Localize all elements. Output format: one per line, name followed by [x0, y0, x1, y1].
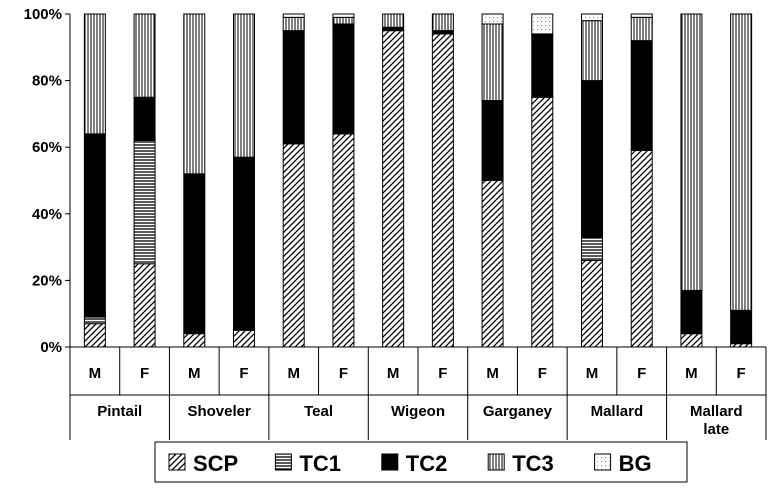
- bar-segment-scp-11: [630, 150, 653, 348]
- group-label: Teal: [304, 403, 333, 420]
- bar-segment-tc3-13: [730, 13, 753, 311]
- y-tick-label: 40%: [32, 206, 62, 223]
- group-label: Shoveler: [187, 403, 251, 420]
- x-tick-label: M: [486, 365, 499, 382]
- y-tick-label: 60%: [32, 139, 62, 156]
- x-tick-label: M: [586, 365, 599, 382]
- bar-segment-scp-8: [481, 180, 504, 348]
- bar-segment-tc2-12: [680, 289, 703, 335]
- bar-segment-tc2-1: [133, 96, 156, 142]
- bar-segment-scp-3: [233, 329, 255, 348]
- bar-segment-tc1-1: [133, 140, 156, 265]
- bar-segment-tc3-6: [382, 13, 405, 28]
- bar-segment-tc2-4: [282, 30, 305, 145]
- group-label: Garganey: [483, 403, 553, 420]
- bar-segment-scp-7: [431, 33, 454, 348]
- legend: SCP TC1 TC2 TC3 BG: [154, 441, 688, 483]
- bar-segment-tc3-10: [581, 20, 603, 82]
- legend-label-tc3: TC3: [512, 451, 554, 476]
- bar-segment-tc2-13: [730, 309, 753, 345]
- bar-segment-scp-12: [680, 333, 703, 348]
- x-tick-label: F: [239, 365, 248, 382]
- bar-segment-scp-0: [83, 323, 106, 348]
- bar-segment-tc2-5: [332, 23, 355, 135]
- bar-segment-tc2-0: [83, 133, 106, 318]
- bar-segment-tc3-4: [282, 16, 305, 32]
- bar-segment-tc1-0: [83, 316, 106, 325]
- x-tick-label: M: [188, 365, 201, 382]
- bar-segment-bg-4: [282, 13, 305, 18]
- bar-segment-scp-5: [332, 133, 355, 348]
- x-tick-label: F: [538, 365, 547, 382]
- y-tick-label: 0%: [40, 339, 62, 356]
- bar-segment-tc3-12: [680, 13, 703, 291]
- bar-segment-tc2-9: [531, 33, 554, 98]
- legend-swatch-tc3: [487, 453, 505, 471]
- y-tick-label: 100%: [24, 6, 62, 23]
- bar-segment-tc3-1: [133, 13, 156, 98]
- x-tick-label: M: [387, 365, 400, 382]
- bar-segment-scp-6: [382, 30, 405, 348]
- legend-swatch-scp: [168, 453, 186, 471]
- bar-segment-bg-10: [581, 13, 603, 22]
- x-tick-label: F: [339, 365, 348, 382]
- group-label: Wigeon: [391, 403, 445, 420]
- x-tick-label: M: [89, 365, 102, 382]
- x-tick-label: F: [438, 365, 447, 382]
- bar-segment-tc3-11: [630, 16, 653, 42]
- bar-segment-tc3-0: [83, 13, 106, 135]
- bar-segment-scp-9: [531, 96, 554, 348]
- bars-layer: [83, 13, 753, 348]
- x-tick-label: F: [140, 365, 149, 382]
- axes-layer: 0% 20% 40% 60% 80% 100% M F M F M F M F M F M F M F Pintail S…: [24, 6, 767, 440]
- bar-segment-tc3-7: [431, 13, 454, 32]
- x-tick-label: M: [287, 365, 300, 382]
- legend-label-tc2: TC2: [406, 451, 448, 476]
- bar-segment-tc2-2: [183, 173, 206, 335]
- legend-label-tc1: TC1: [299, 451, 341, 476]
- bar-segment-tc2-10: [581, 80, 603, 238]
- legend-swatch-bg: [594, 453, 612, 471]
- bar-segment-bg-9: [531, 13, 554, 35]
- legend-swatch-tc1: [274, 453, 292, 471]
- y-tick-label: 20%: [32, 272, 62, 289]
- bar-segment-tc2-3: [233, 156, 255, 331]
- legend-label-bg: BG: [619, 451, 652, 476]
- bar-segment-tc3-5: [332, 16, 355, 25]
- bar-segment-scp-4: [282, 143, 305, 348]
- bar-segment-scp-10: [581, 259, 603, 348]
- x-tick-label: M: [685, 365, 698, 382]
- bar-segment-bg-8: [481, 13, 504, 25]
- bar-segment-tc3-2: [183, 13, 206, 175]
- group-label: Mallard late: [690, 403, 743, 438]
- bar-segment-bg-11: [630, 13, 653, 18]
- bar-segment-tc1-10: [581, 236, 603, 261]
- bar-segment-tc3-8: [481, 23, 504, 102]
- bar-segment-tc2-8: [481, 100, 504, 181]
- group-label: Mallard: [591, 403, 644, 420]
- y-tick-label: 80%: [32, 73, 62, 90]
- group-label: Pintail: [97, 403, 142, 420]
- bar-segment-scp-2: [183, 333, 206, 348]
- bar-segment-bg-5: [332, 13, 355, 18]
- bar-segment-tc3-3: [233, 13, 255, 158]
- x-tick-label: F: [737, 365, 746, 382]
- legend-label-scp: SCP: [193, 451, 238, 476]
- legend-swatch-tc2: [381, 453, 399, 471]
- bar-segment-scp-1: [133, 263, 156, 348]
- bar-segment-tc2-11: [630, 40, 653, 152]
- x-tick-label: F: [637, 365, 646, 382]
